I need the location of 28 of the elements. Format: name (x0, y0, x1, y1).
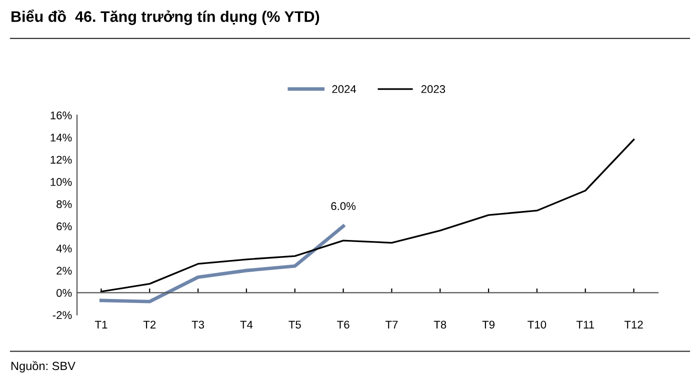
legend-label: 2024 (332, 85, 356, 94)
y-tick-label: 14% (50, 134, 72, 142)
y-tick-label: 16% (50, 111, 72, 120)
y-tick-label: 6% (56, 222, 72, 230)
x-tick-label: T3 (192, 320, 204, 329)
y-tick-label: 0% (56, 288, 72, 297)
x-tick-label: T2 (143, 320, 156, 328)
x-tick-label: T10 (528, 320, 546, 329)
text: Nguồn: SBV (11, 360, 76, 372)
x-tick-label: T11 (576, 320, 594, 328)
y-tick-label: 4% (56, 244, 72, 252)
line-series (99, 224, 346, 304)
x-tick-label: T9 (482, 320, 494, 329)
x-tick-label: T7 (385, 320, 398, 328)
x-tick-label: T8 (434, 320, 446, 329)
y-tick-label: -2% (52, 311, 72, 319)
x-tick-label: T6 (337, 320, 350, 329)
y-tick-label: 2% (56, 266, 72, 275)
chart-title: Biểu đồ 46. Tăng trưởng tín dụng (% YTD) (12, 9, 320, 26)
data-label: 6.0% (331, 202, 356, 210)
x-tick-label: T4 (240, 320, 253, 328)
x-tick-label: T1 (94, 320, 108, 328)
y-tick-label: 10% (50, 178, 72, 186)
x-tick-label: T12 (624, 320, 643, 328)
x-tick-label: T5 (288, 320, 301, 329)
legend-label: 2023 (421, 85, 446, 94)
y-tick-label: 12% (50, 156, 72, 164)
y-tick-label: 8% (56, 200, 72, 208)
